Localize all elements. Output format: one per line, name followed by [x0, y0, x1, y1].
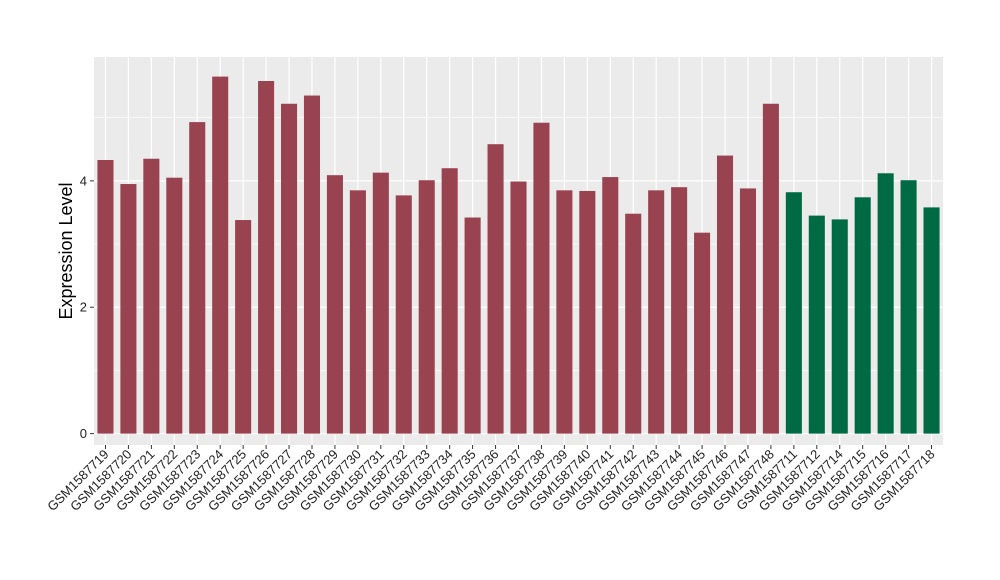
- bars: [97, 76, 940, 434]
- bar-GSM1587731: [372, 172, 389, 434]
- bar-GSM1587725: [235, 220, 252, 434]
- bar-GSM1587726: [258, 81, 275, 434]
- bar-GSM1587729: [326, 175, 343, 434]
- bar-GSM1587736: [487, 144, 504, 434]
- bar-GSM1587744: [671, 187, 688, 434]
- bar-GSM1587747: [739, 188, 756, 434]
- bar-GSM1587742: [625, 213, 642, 434]
- bar-GSM1587719: [97, 160, 114, 434]
- bar-GSM1587745: [694, 232, 711, 434]
- bar-GSM1587721: [143, 158, 160, 434]
- bar-GSM1587734: [441, 168, 458, 434]
- bar-GSM1587724: [212, 76, 229, 434]
- bar-GSM1587723: [189, 122, 206, 434]
- bar-GSM1587714: [831, 219, 848, 434]
- x-axis: GSM1587719GSM1587720GSM1587721GSM1587722…: [44, 445, 938, 514]
- bar-GSM1587746: [716, 155, 734, 434]
- y-axis-title: Expression Level: [56, 182, 76, 319]
- bar-GSM1587743: [648, 190, 665, 434]
- bar-GSM1587728: [303, 95, 321, 434]
- bar-GSM1587737: [510, 181, 527, 434]
- y-tick-label: 4: [80, 173, 87, 188]
- bar-GSM1587716: [877, 173, 894, 434]
- bar-GSM1587733: [418, 180, 435, 434]
- bar-GSM1587717: [900, 180, 917, 434]
- bar-GSM1587730: [349, 190, 366, 434]
- bar-GSM1587711: [785, 192, 802, 434]
- bar-GSM1587718: [923, 207, 940, 434]
- bar-GSM1587732: [395, 195, 412, 434]
- bar-GSM1587715: [854, 197, 871, 434]
- bar-GSM1587739: [556, 190, 573, 434]
- y-tick-label: 0: [80, 426, 87, 441]
- bar-GSM1587738: [533, 122, 550, 434]
- bar-GSM1587727: [281, 103, 298, 434]
- bar-GSM1587735: [464, 217, 481, 434]
- bar-GSM1587722: [166, 177, 183, 434]
- bar-GSM1587712: [808, 215, 825, 434]
- bar-GSM1587741: [602, 177, 619, 434]
- bar-GSM1587720: [120, 184, 137, 434]
- y-axis: 0 2 4: [80, 173, 94, 441]
- bar-GSM1587748: [762, 103, 779, 434]
- y-tick-label: 2: [80, 300, 87, 315]
- bar-GSM1587740: [579, 190, 596, 434]
